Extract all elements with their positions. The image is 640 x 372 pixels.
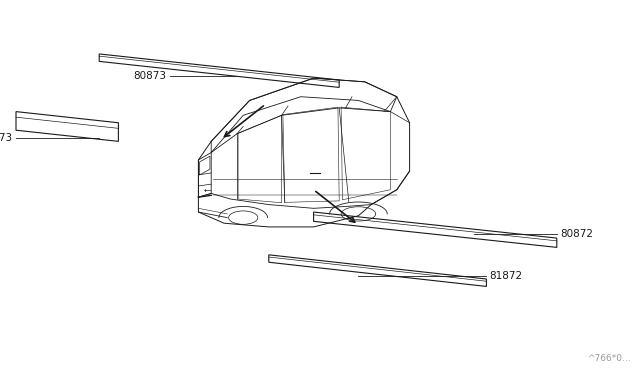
Text: 80872: 80872 bbox=[560, 230, 593, 239]
Text: 81872: 81872 bbox=[490, 271, 523, 281]
Text: 81873: 81873 bbox=[0, 133, 13, 142]
Text: ^766*0...: ^766*0... bbox=[587, 354, 630, 363]
Text: 80873: 80873 bbox=[133, 71, 166, 81]
